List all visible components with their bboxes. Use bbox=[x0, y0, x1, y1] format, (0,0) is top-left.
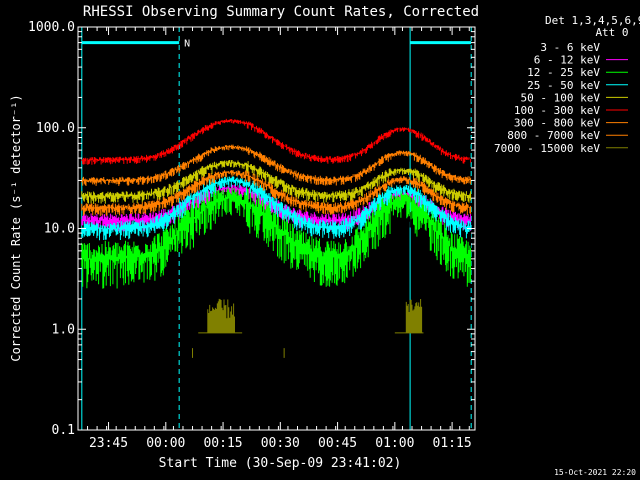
series-path bbox=[81, 170, 472, 216]
chart-title: RHESSI Observing Summary Count Rates, Co… bbox=[83, 4, 479, 20]
y-tick-label: 1.0 bbox=[52, 322, 75, 337]
x-tick-label: 00:15 bbox=[203, 436, 242, 451]
series-100-300-keV bbox=[81, 118, 472, 165]
legend-label: 12 - 25 keV bbox=[527, 66, 600, 79]
series-300-800-keV bbox=[81, 170, 472, 216]
legend-label: 50 - 100 keV bbox=[521, 91, 601, 104]
series-12-25-keV bbox=[81, 186, 472, 289]
legend-label: 7000 - 15000 keV bbox=[494, 142, 600, 155]
x-tick-label: 00:30 bbox=[261, 436, 300, 451]
x-tick-label: 00:45 bbox=[318, 436, 357, 451]
y-tick-label: 0.1 bbox=[52, 423, 75, 438]
series-path bbox=[81, 160, 472, 204]
series-path bbox=[81, 144, 472, 186]
y-tick-label: 1000.0 bbox=[28, 20, 75, 35]
series-path bbox=[81, 118, 472, 165]
series-path bbox=[81, 176, 472, 241]
legend-label: 25 - 50 keV bbox=[527, 79, 600, 92]
series-lines bbox=[81, 118, 472, 358]
legend-label: 3 - 6 keV bbox=[540, 41, 600, 54]
x-tick-label: 01:00 bbox=[375, 436, 414, 451]
y-axis-label: Corrected Count Rate (s⁻¹ detector⁻¹) bbox=[9, 94, 23, 361]
x-tick-label: 00:00 bbox=[146, 436, 185, 451]
legend-title-line1: Det 1,3,4,5,6,9, bbox=[545, 14, 640, 27]
night-annotation: N bbox=[184, 39, 190, 50]
axis-ticks: 0.1 1.0 10.0 100.0 1000.0 23:45 00:00 00:15 00:3… bbox=[28, 20, 475, 451]
footer-date: 15-Oct-2021 22:20 bbox=[554, 468, 636, 477]
series-25-50-keV bbox=[81, 176, 472, 241]
y-tick-label: 10.0 bbox=[44, 222, 75, 237]
x-tick-label: 01:15 bbox=[433, 436, 472, 451]
legend-title-line2: Att 0 bbox=[595, 26, 628, 39]
legend-label: 300 - 800 keV bbox=[514, 117, 600, 130]
x-tick-label: 23:45 bbox=[89, 436, 128, 451]
x-axis-label: Start Time (30-Sep-09 23:41:02) bbox=[159, 456, 402, 471]
legend-label: 800 - 7000 keV bbox=[507, 129, 600, 142]
series-path bbox=[192, 298, 424, 358]
series-7000-15000-keV bbox=[192, 298, 424, 358]
y-tick-label: 100.0 bbox=[36, 121, 75, 136]
legend-label: 100 - 300 keV bbox=[514, 104, 600, 117]
series-800-7000-keV bbox=[81, 144, 472, 186]
series-path bbox=[81, 186, 472, 289]
series-50-100-keV bbox=[81, 160, 472, 204]
legend-label: 6 - 12 keV bbox=[534, 54, 601, 67]
